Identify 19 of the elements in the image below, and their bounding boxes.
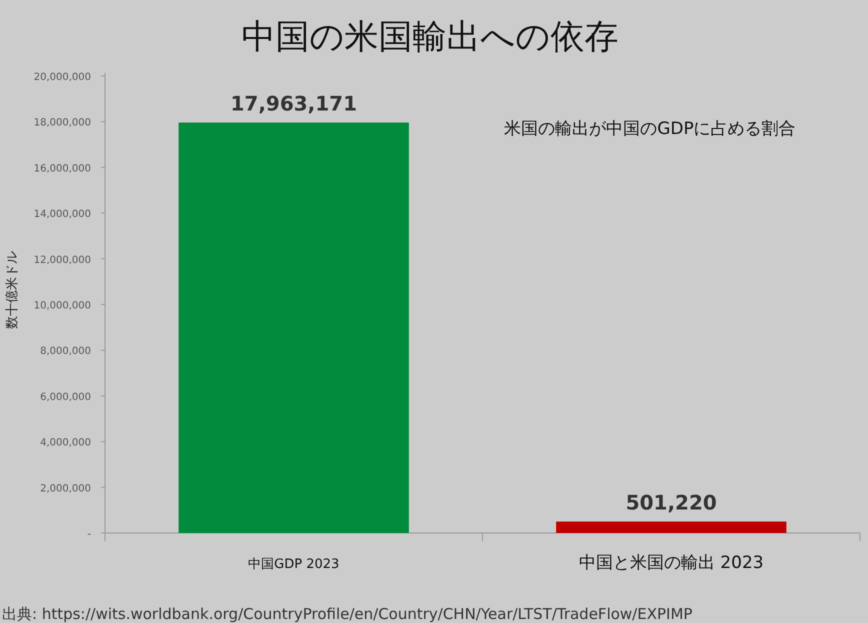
- ylabel: 数十億米ドル: [5, 251, 20, 329]
- ytick: 18,000,000: [34, 118, 91, 129]
- title: 中国の米国輸出への依存: [242, 17, 618, 57]
- ytick: 10,000,000: [34, 300, 91, 312]
- data-label: 501,220: [626, 490, 717, 515]
- xtick: 中国と米国の輸出 2023: [578, 553, 764, 573]
- ytick: 14,000,000: [34, 209, 91, 220]
- ytick: 4,000,000: [40, 438, 91, 449]
- ytick: 2,000,000: [40, 483, 91, 494]
- ytick: 12,000,000: [34, 254, 91, 266]
- ytick: 8,000,000: [40, 346, 91, 358]
- annotation: 米国の輸出が中国のGDPに占める割合: [504, 119, 796, 139]
- xtick: 中国GDP 2023: [248, 557, 340, 572]
- ytick: -: [87, 529, 91, 540]
- ytick: 6,000,000: [40, 392, 91, 403]
- ytick: 20,000,000: [34, 72, 91, 83]
- ytick: 16,000,000: [34, 163, 91, 174]
- data-label: 17,963,171: [230, 92, 358, 116]
- source: 出典: https://wits.worldbank.org/CountryProfile/en/Country/CHN/Year/LTST/TradeFlow/EXPIMP: [2, 605, 692, 623]
